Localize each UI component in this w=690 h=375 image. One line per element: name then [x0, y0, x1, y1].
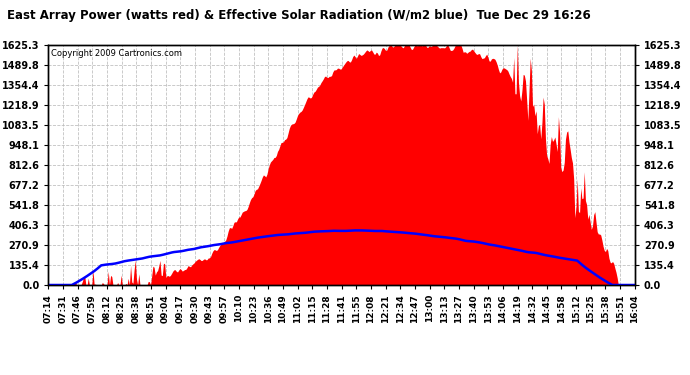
Text: Copyright 2009 Cartronics.com: Copyright 2009 Cartronics.com [51, 49, 182, 58]
Text: East Array Power (watts red) & Effective Solar Radiation (W/m2 blue)  Tue Dec 29: East Array Power (watts red) & Effective… [7, 9, 591, 22]
